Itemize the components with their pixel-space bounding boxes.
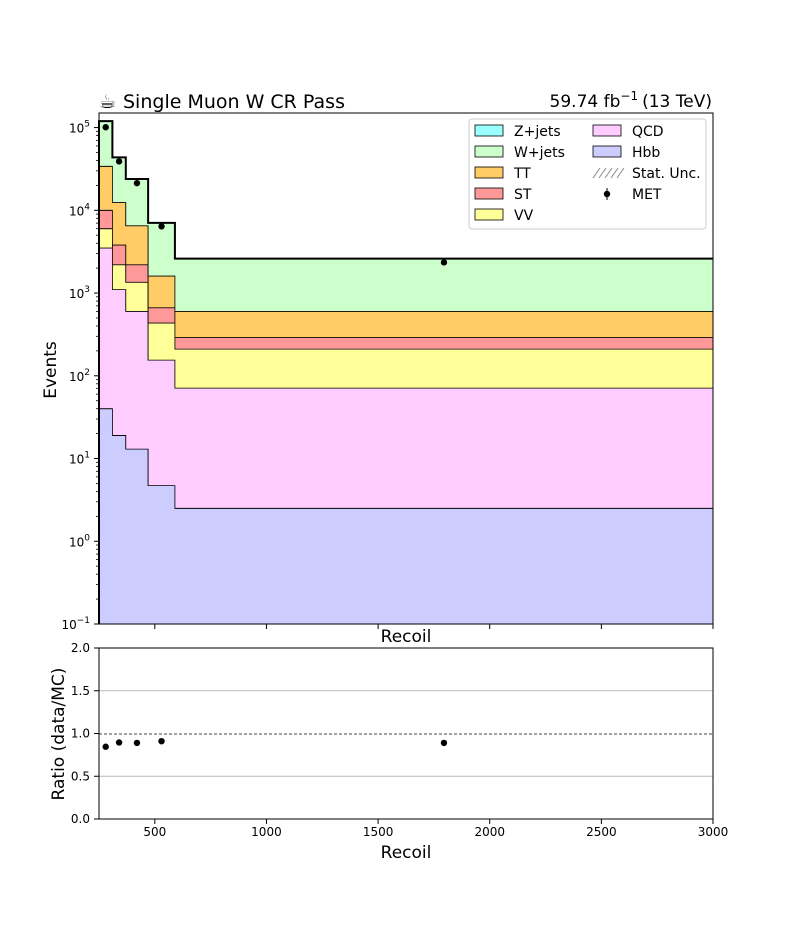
ratio-x-tick-label: 2500 (586, 825, 617, 839)
main-x-axis-label: Recoil (381, 627, 432, 647)
main-panel: 10−1 100 101 102 103 104 105 Events Recoil Z+j… (41, 112, 714, 647)
ratio-y-tick-label: 0.0 (71, 812, 90, 826)
ratio-y-tick-label: 2.0 (71, 641, 90, 655)
ratio-panel: 0.00.51.01.52.0 500 1000 1500 2000 2500 3000 … (49, 641, 728, 863)
legend-label: TT (513, 166, 531, 182)
lumi-label: 59.74 fb−1 (13 TeV) (550, 89, 712, 112)
legend-label: W+jets (514, 145, 565, 161)
main-y-tick-label: 10−1 (61, 616, 90, 632)
legend-hatch (604, 167, 613, 179)
legend-entry-z-jets: Z+jets (474, 124, 561, 140)
legend-entry-hbb: Hbb (592, 145, 660, 161)
met-point (102, 124, 109, 131)
main-y-tick-label: 104 (69, 202, 90, 218)
main-y-tick-label: 103 (69, 285, 90, 301)
legend-label: ST (514, 187, 532, 203)
met-point (115, 158, 123, 165)
legend-label: Stat. Unc. (632, 166, 701, 182)
legend-entry-met: MET (603, 187, 662, 203)
legend-label: MET (632, 187, 662, 203)
legend-swatch (474, 145, 504, 158)
legend-hatch (610, 167, 619, 179)
ratio-point (115, 739, 123, 746)
plot-title: Single Muon W CR Pass (123, 91, 345, 113)
legend-entry-tt: TT (474, 166, 531, 182)
legend-label: VV (514, 208, 534, 224)
legend-swatch (474, 124, 504, 137)
main-y-tick-label: 101 (69, 451, 90, 467)
ratio-x-tick-label: 1000 (251, 825, 282, 839)
legend-swatch (592, 145, 622, 158)
legend-box (468, 118, 707, 230)
legend-hatch (592, 167, 601, 179)
legend-entry-st: ST (474, 187, 532, 203)
ratio-y-tick-label: 1.5 (71, 684, 90, 698)
main-y-tick-label: 105 (69, 120, 90, 136)
ratio-y-ticks: 0.0 0.5 1.0 1.5 2.0 (71, 641, 99, 826)
legend-label: Z+jets (514, 124, 561, 140)
ratio-point (440, 739, 448, 747)
ratio-point (102, 743, 109, 750)
ratio-x-tick-label: 2000 (474, 825, 505, 839)
main-y-axis-label: Events (41, 341, 61, 399)
legend-swatch (474, 208, 504, 221)
ratio-y-axis-label: Ratio (data/MC) (49, 668, 69, 801)
met-data-points (102, 124, 448, 266)
ratio-point (158, 737, 165, 745)
legend: Z+jets W+jets TT ST VV QCD Hbb Stat. Unc. MET (468, 118, 707, 230)
main-x-ticks (154, 624, 714, 629)
met-point (158, 223, 165, 230)
ratio-grid (99, 690, 713, 777)
lumi-energy: (13 TeV) (642, 92, 712, 112)
ratio-y-tick-label: 1.0 (71, 727, 90, 741)
legend-entry-w-jets: W+jets (474, 145, 565, 161)
lumi-exponent: −1 (620, 89, 638, 103)
coffee-cup-icon: ☕ (99, 91, 116, 113)
ratio-data-points (102, 737, 448, 750)
legend-label: Hbb (632, 145, 660, 161)
main-y-tick-label: 102 (69, 368, 90, 384)
legend-hatch (616, 167, 625, 179)
ratio-x-ticks: 500 1000 1500 2000 2500 3000 (143, 819, 728, 839)
legend-entry-qcd: QCD (592, 124, 664, 140)
ratio-plot-frame (98, 647, 714, 820)
met-point (440, 259, 448, 266)
main-y-tick-label: 100 (69, 533, 90, 549)
total-outline (98, 120, 713, 624)
legend-swatch (474, 166, 504, 179)
legend-hatch (598, 167, 607, 179)
main-plot-frame (98, 112, 714, 625)
ratio-x-tick-label: 500 (143, 825, 166, 839)
total-step-line (98, 120, 713, 624)
legend-marker (603, 190, 611, 198)
ratio-y-tick-label: 0.5 (71, 769, 90, 783)
ratio-x-tick-label: 1500 (363, 825, 394, 839)
legend-swatch (592, 124, 622, 137)
main-y-ticks: 10−1 100 101 102 103 104 105 (61, 120, 99, 632)
legend-entries: Z+jets W+jets TT ST VV QCD Hbb Stat. Unc. MET (474, 124, 701, 224)
met-point (133, 179, 141, 187)
legend-swatch (474, 187, 504, 200)
ratio-point (133, 739, 141, 747)
ratio-x-axis-label: Recoil (381, 843, 432, 863)
legend-entry-stat-unc-: Stat. Unc. (592, 166, 701, 182)
ratio-x-tick-label: 3000 (698, 825, 729, 839)
lumi-value: 59.74 fb (550, 92, 621, 112)
legend-entry-vv: VV (474, 208, 534, 224)
legend-label: QCD (632, 124, 664, 140)
